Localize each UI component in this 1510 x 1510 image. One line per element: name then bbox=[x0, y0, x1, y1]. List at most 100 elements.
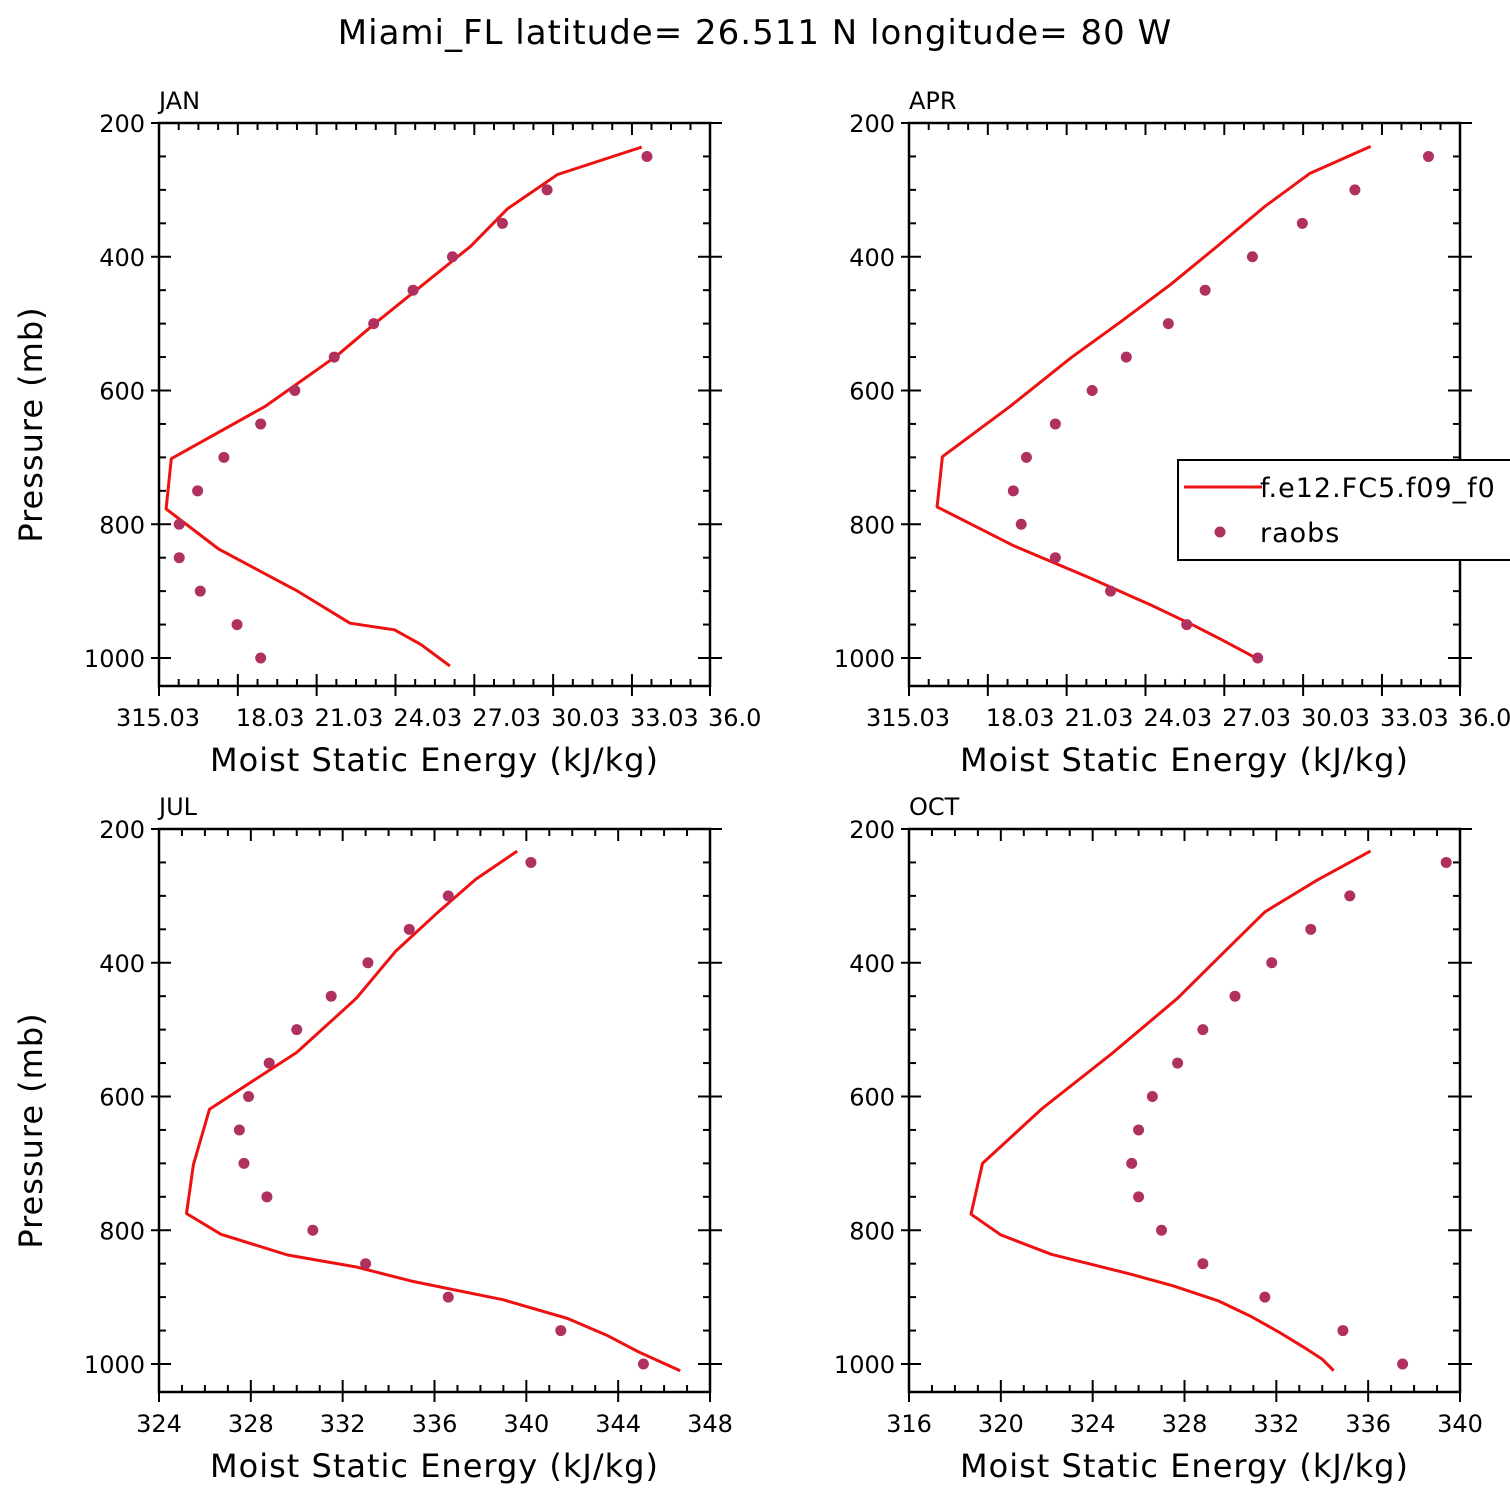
raobs-point bbox=[403, 923, 415, 935]
panel-title: JAN bbox=[157, 87, 200, 115]
y-tick-label: 400 bbox=[99, 950, 145, 978]
y-tick-label: 400 bbox=[99, 244, 145, 272]
y-tick-label: 800 bbox=[849, 511, 895, 539]
x-tick-label: 324 bbox=[1070, 1410, 1116, 1438]
legend-label-raobs: raobs bbox=[1260, 518, 1340, 549]
raobs-point bbox=[325, 990, 337, 1002]
raobs-point bbox=[446, 251, 458, 263]
raobs-point bbox=[1172, 1057, 1184, 1069]
x-tick-label: 21.03 bbox=[1065, 704, 1134, 732]
raobs-point bbox=[173, 518, 185, 530]
raobs-point bbox=[307, 1224, 319, 1236]
legend-dot-swatch bbox=[1214, 526, 1226, 538]
raobs-point bbox=[525, 856, 537, 868]
panel-title: APR bbox=[909, 87, 957, 115]
x-tick-label: 27.03 bbox=[472, 704, 541, 732]
x-tick-label: 348 bbox=[687, 1410, 733, 1438]
raobs-point bbox=[1049, 418, 1061, 430]
raobs-point bbox=[1296, 217, 1308, 229]
raobs-point bbox=[1086, 385, 1098, 396]
raobs-point bbox=[1252, 652, 1264, 664]
panel-apr: APR 200 400 600 800 1000 315.03 18.03 21.03 24.03… bbox=[834, 87, 1510, 779]
y-axis-label: Pressure (mb) bbox=[12, 1012, 50, 1248]
raobs-point bbox=[1007, 485, 1019, 497]
y-tick-label: 400 bbox=[849, 244, 895, 272]
y-tick-label: 200 bbox=[849, 110, 895, 138]
y-tick-label: 800 bbox=[99, 1217, 145, 1245]
series-line-model bbox=[969, 849, 1372, 1372]
raobs-point bbox=[1156, 1224, 1168, 1236]
raobs-point bbox=[233, 1124, 245, 1136]
raobs-point bbox=[641, 150, 653, 162]
y-tick-label: 200 bbox=[849, 816, 895, 844]
raobs-point bbox=[442, 890, 454, 902]
raobs-point bbox=[442, 1291, 454, 1303]
y-tick-label: 600 bbox=[849, 1084, 895, 1112]
y-tick-label: 800 bbox=[849, 1217, 895, 1245]
raobs-point bbox=[255, 652, 267, 664]
raobs-point bbox=[291, 1024, 303, 1036]
figure-title: Miami_FL latitude= 26.511 N longitude= 8… bbox=[338, 13, 1172, 53]
y-tick-label: 1000 bbox=[84, 1351, 145, 1379]
raobs-point bbox=[328, 351, 340, 363]
panel-title: OCT bbox=[909, 793, 960, 821]
y-tick-label: 600 bbox=[99, 1084, 145, 1112]
x-tick-label: 36.0 bbox=[708, 704, 761, 732]
x-tick-label: 336 bbox=[412, 1410, 458, 1438]
raobs-point bbox=[1197, 1258, 1209, 1270]
x-tick-label: 332 bbox=[1253, 1410, 1299, 1438]
raobs-point bbox=[1199, 284, 1211, 296]
raobs-point bbox=[1181, 619, 1193, 631]
raobs-point bbox=[1162, 318, 1174, 330]
raobs-point bbox=[496, 217, 508, 229]
plot-frame bbox=[907, 121, 1462, 688]
raobs-point bbox=[289, 385, 301, 396]
raobs-point bbox=[1397, 1358, 1409, 1370]
x-tick-label: 328 bbox=[228, 1410, 274, 1438]
y-tick-label: 800 bbox=[99, 511, 145, 539]
series-line-model bbox=[164, 145, 643, 668]
y-tick-label: 1000 bbox=[84, 645, 145, 673]
x-tick-label: 336 bbox=[1345, 1410, 1391, 1438]
raobs-point bbox=[1049, 552, 1061, 564]
raobs-point bbox=[368, 318, 380, 330]
raobs-point bbox=[1146, 1091, 1158, 1102]
x-tick-label: 21.03 bbox=[315, 704, 384, 732]
y-tick-label: 1000 bbox=[834, 645, 895, 673]
raobs-point bbox=[1246, 251, 1258, 263]
raobs-point bbox=[1133, 1191, 1145, 1203]
raobs-point bbox=[1349, 184, 1361, 196]
x-tick-label: 33.03 bbox=[1380, 704, 1449, 732]
x-axis-label: Moist Static Energy (kJ/kg) bbox=[960, 1447, 1409, 1485]
x-tick-label: 320 bbox=[978, 1410, 1024, 1438]
raobs-point bbox=[1229, 990, 1241, 1002]
x-tick-label: 30.03 bbox=[1301, 704, 1370, 732]
x-tick-label: 344 bbox=[595, 1410, 641, 1438]
x-tick-label: 340 bbox=[503, 1410, 549, 1438]
x-tick-label: 328 bbox=[1162, 1410, 1208, 1438]
y-tick-label: 600 bbox=[849, 378, 895, 406]
panel-oct: OCT 200 400 600 800 1000 316 320 324 328 332 336 340… bbox=[834, 793, 1483, 1485]
raobs-point bbox=[243, 1091, 255, 1102]
y-tick-label: 600 bbox=[99, 378, 145, 406]
x-axis-label: Moist Static Energy (kJ/kg) bbox=[210, 741, 659, 779]
raobs-point bbox=[1266, 957, 1278, 969]
x-tick-label: 315.03 bbox=[866, 704, 950, 732]
raobs-point bbox=[263, 1057, 275, 1069]
x-axis-label: Moist Static Energy (kJ/kg) bbox=[210, 1447, 659, 1485]
raobs-point bbox=[1105, 585, 1117, 597]
panel-title: JUL bbox=[157, 793, 198, 821]
raobs-point bbox=[1133, 1124, 1145, 1136]
x-axis-label: Moist Static Energy (kJ/kg) bbox=[960, 741, 1409, 779]
y-tick-label: 400 bbox=[849, 950, 895, 978]
x-tick-label: 27.03 bbox=[1222, 704, 1291, 732]
x-tick-label: 18.03 bbox=[236, 704, 305, 732]
raobs-point bbox=[407, 284, 419, 296]
raobs-point bbox=[1337, 1325, 1349, 1337]
raobs-point bbox=[1422, 150, 1434, 162]
y-tick-label: 200 bbox=[99, 110, 145, 138]
y-axis-label: Pressure (mb) bbox=[12, 306, 50, 542]
raobs-point bbox=[1259, 1291, 1271, 1303]
raobs-point bbox=[555, 1325, 567, 1337]
raobs-point bbox=[1344, 890, 1356, 902]
